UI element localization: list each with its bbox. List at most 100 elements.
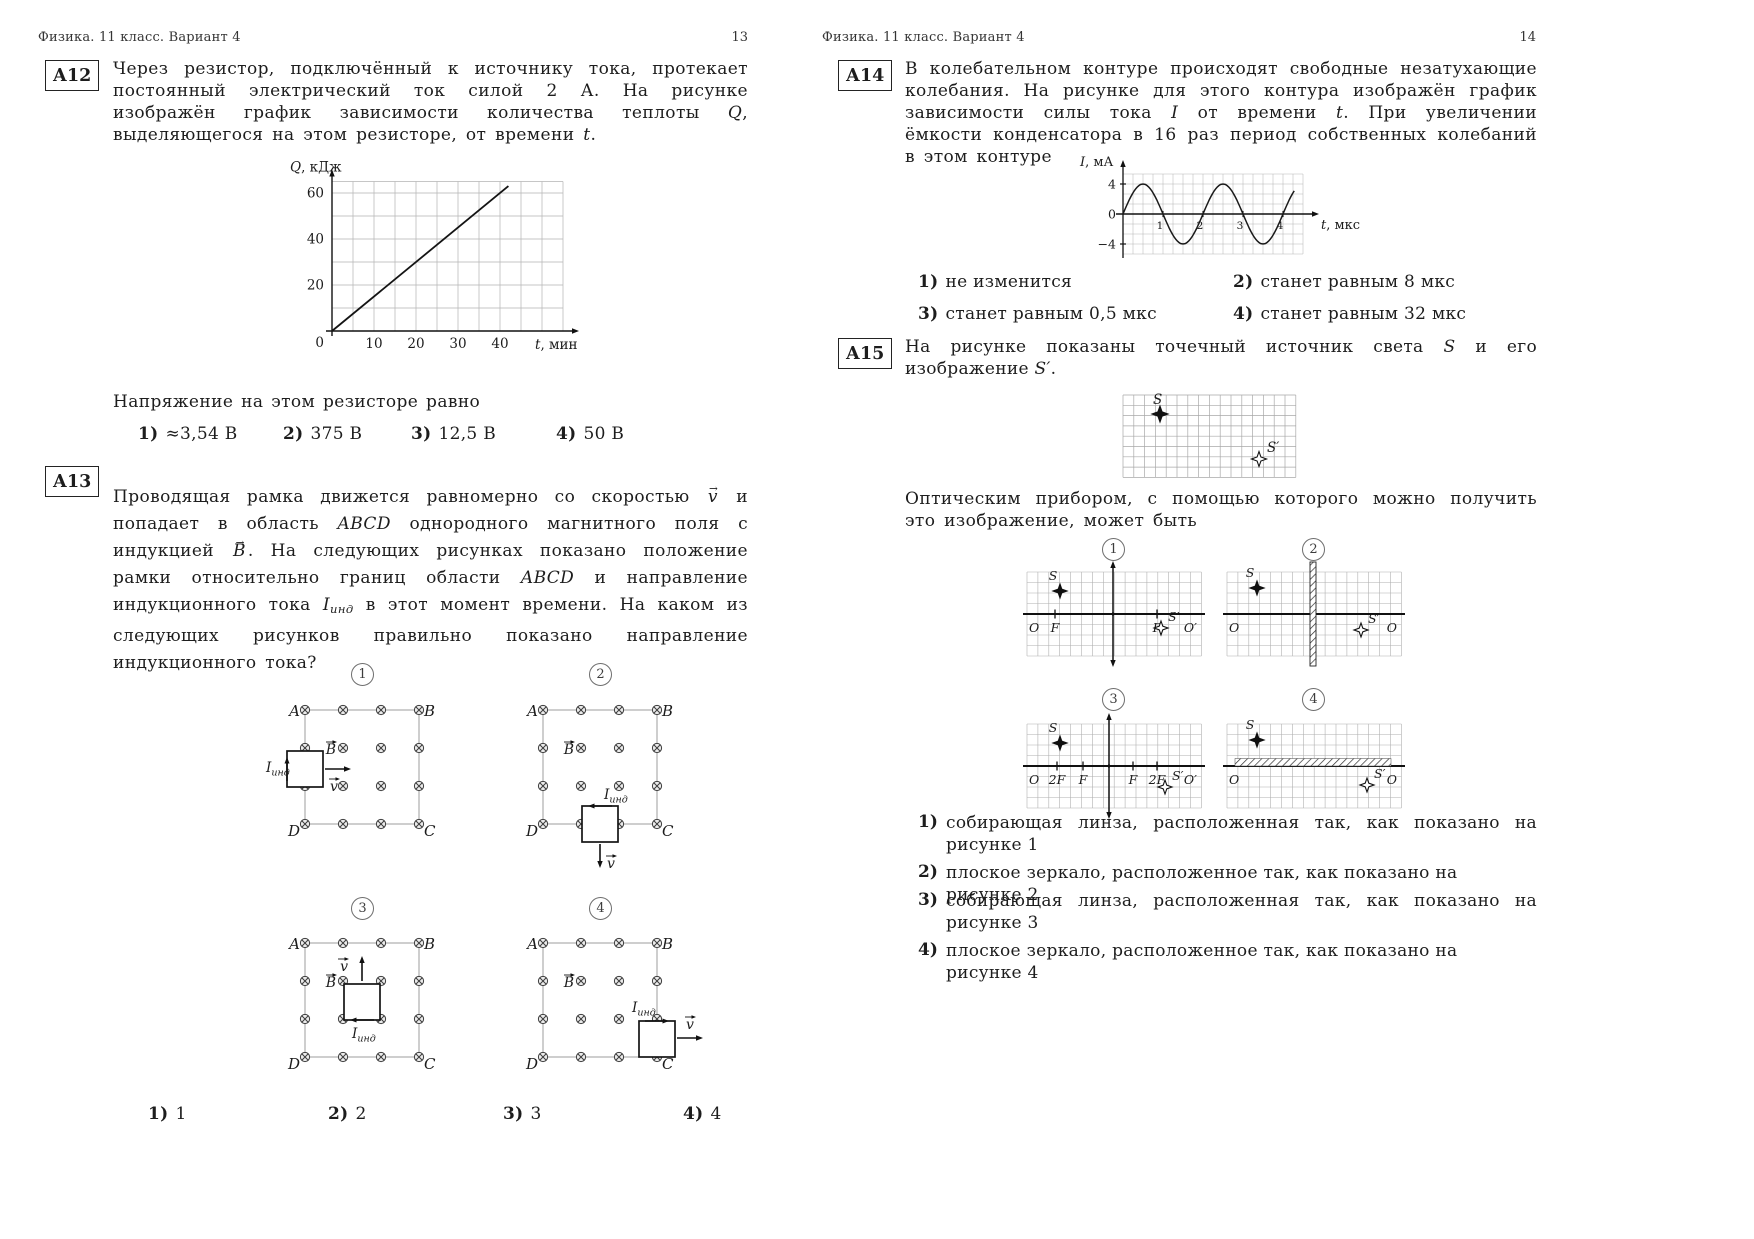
svg-text:A: A <box>287 702 300 720</box>
svg-text:S′: S′ <box>1368 611 1380 626</box>
answer-number: 3) <box>918 890 938 910</box>
answer-number: 2) <box>328 1104 349 1124</box>
magnetic-field-figure-3: A B D C Bv Iинд <box>287 935 436 1073</box>
svg-text:D: D <box>287 822 300 840</box>
svg-text:A: A <box>287 935 300 953</box>
answer-number: 1) <box>918 812 938 832</box>
answer-a14-2: 2) станет равным 8 мкс <box>1233 272 1455 292</box>
answer-text: 3 <box>530 1104 542 1124</box>
svg-text:O: O <box>1229 620 1239 635</box>
svg-text:B: B <box>661 702 673 720</box>
svg-text:v: v <box>607 856 615 872</box>
answer-text: станет равным 0,5 мкс <box>945 304 1157 324</box>
figure-number-4: 4 <box>589 897 612 920</box>
svg-text:I, мА: I, мА <box>1079 155 1114 170</box>
svg-text:Iинд: Iинд <box>631 1000 656 1019</box>
svg-text:−4: −4 <box>1098 237 1116 252</box>
answer-number: 3) <box>411 424 432 444</box>
question-label-a13: А13 <box>45 466 99 497</box>
answer-number: 2) <box>1233 272 1254 292</box>
page-header-right: Физика. 11 класс. Вариант 4 <box>822 30 1025 45</box>
chart-current-vs-time: 4 0 −4 1 2 3 4 I, мА t, мкс <box>1079 155 1360 258</box>
svg-text:B: B <box>563 742 574 758</box>
figure-number-3: 3 <box>351 897 374 920</box>
question-text-a13: Проводящая рамка движется равномерно со … <box>113 484 748 677</box>
answer-a12-2: 2) 375 В <box>283 424 362 444</box>
svg-text:S′: S′ <box>1374 766 1386 781</box>
page-number-left: 13 <box>731 30 748 45</box>
svg-text:4: 4 <box>1277 220 1284 232</box>
magnetic-field-figure-2: A B D C Bv Iинд <box>525 702 674 872</box>
svg-text:B: B <box>563 975 574 991</box>
answer-text: 375 В <box>310 424 363 444</box>
svg-text:D: D <box>287 1055 300 1073</box>
answer-text: плоское зеркало, расположенное так, как … <box>946 941 1458 983</box>
answer-text: собирающая линза, расположенная так, как… <box>946 891 1537 933</box>
svg-text:Iинд: Iинд <box>351 1026 376 1045</box>
answer-number: 4) <box>918 940 938 960</box>
answer-a12-3: 3) 12,5 В <box>411 424 496 444</box>
svg-text:S: S <box>1246 717 1255 732</box>
svg-text:O: O <box>1387 620 1397 635</box>
answer-text: собирающая линза, расположенная так, как… <box>946 813 1537 855</box>
svg-text:C: C <box>424 1055 436 1073</box>
svg-text:Iинд: Iинд <box>603 787 628 806</box>
page-number-right: 14 <box>1519 30 1536 45</box>
svg-text:2F: 2F <box>1148 772 1167 787</box>
answer-a12-1: 1) ≈3,54 В <box>138 424 238 444</box>
svg-text:20: 20 <box>307 278 324 294</box>
question-text-a15-line2: изображение S′. <box>905 359 1057 379</box>
figure-number-1: 1 <box>351 663 374 686</box>
optics-figure-number-4: 4 <box>1302 688 1325 711</box>
svg-text:B: B <box>325 975 336 991</box>
svg-text:B: B <box>661 935 673 953</box>
svg-text:F: F <box>1050 620 1061 635</box>
answer-text: станет равным 8 мкс <box>1260 272 1456 292</box>
question-stem-a15: Оптическим прибором, с помощью которого … <box>905 489 1537 531</box>
answer-number: 4) <box>683 1104 704 1124</box>
question-text-a15: На рисунке показаны точечный источник св… <box>905 336 1537 380</box>
svg-text:B: B <box>423 935 435 953</box>
answer-number: 1) <box>148 1104 169 1124</box>
svg-text:S′: S′ <box>1267 440 1279 456</box>
answer-number: 4) <box>1233 304 1254 324</box>
svg-text:B: B <box>325 742 336 758</box>
answer-text: 12,5 В <box>438 424 497 444</box>
optics-figure-mirror-2: O O S S′ <box>1223 561 1405 667</box>
svg-text:D: D <box>525 822 538 840</box>
svg-text:t, мин: t, мин <box>535 337 578 353</box>
svg-text:30: 30 <box>449 336 466 352</box>
chart-q-vs-t: 10 20 30 40 20 40 60 0 Q, кДж t, мин <box>290 160 579 353</box>
svg-text:3: 3 <box>1237 220 1244 232</box>
svg-text:S: S <box>1049 568 1058 583</box>
svg-text:S′: S′ <box>1168 609 1180 624</box>
answer-text: 50 В <box>583 424 625 444</box>
svg-text:O: O <box>1387 772 1397 787</box>
optics-figure-lens-1: OFFO′SS′ <box>1023 561 1205 667</box>
answer-a14-3: 3) станет равным 0,5 мкс <box>918 304 1157 324</box>
optics-figure-lens-3: O 2F F F 2F O′ S S′ <box>1023 713 1205 819</box>
svg-text:1: 1 <box>1157 220 1164 232</box>
svg-text:A: A <box>525 935 538 953</box>
svg-text:O: O <box>1229 772 1239 787</box>
magnetic-field-figure-4: A B D C Bv Iинд <box>525 935 703 1073</box>
svg-text:60: 60 <box>307 186 324 202</box>
optics-figure-mirror-4: O O S S′ <box>1223 717 1405 809</box>
svg-text:4: 4 <box>1108 177 1116 192</box>
svg-text:S: S <box>1246 565 1255 580</box>
answer-number: 4) <box>556 424 577 444</box>
optics-figure-number-2: 2 <box>1302 538 1325 561</box>
answer-text: ≈3,54 В <box>165 424 238 444</box>
svg-text:F: F <box>1128 772 1139 787</box>
answer-number: 1) <box>138 424 159 444</box>
svg-text:F: F <box>1078 772 1089 787</box>
answer-a13-3: 3) 3 <box>503 1104 542 1124</box>
question-label-a12: А12 <box>45 60 99 91</box>
svg-text:C: C <box>424 822 436 840</box>
answer-text: не изменится <box>945 272 1073 292</box>
source-and-image-figure: S S′ <box>1122 392 1297 478</box>
svg-text:0: 0 <box>1108 207 1116 222</box>
answer-text: плоское зеркало, расположенное так, как … <box>946 863 1458 905</box>
answer-number: 1) <box>918 272 939 292</box>
